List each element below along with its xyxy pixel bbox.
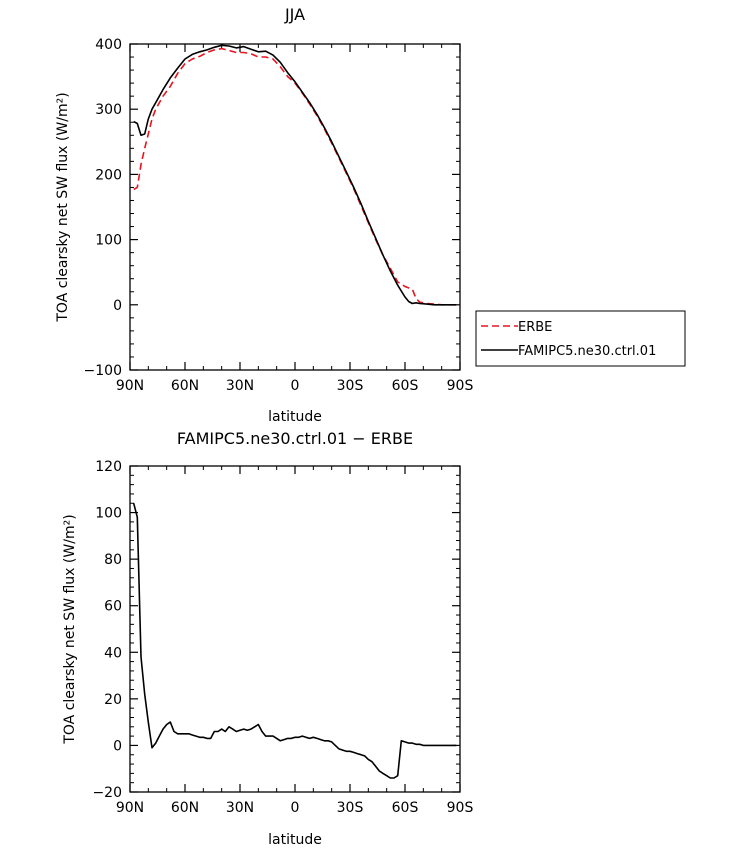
difference-panel: FAMIPC5.ne30.ctrl.01 − ERBE 90N 60N 30N 0 30… bbox=[62, 429, 473, 848]
x-tick-label: 30N bbox=[226, 378, 254, 394]
x-axis-title: latitude bbox=[268, 409, 322, 425]
chart-title: FAMIPC5.ne30.ctrl.01 − ERBE bbox=[177, 429, 413, 448]
x-tick-label: 0 bbox=[291, 378, 300, 394]
y-tick-label: −20 bbox=[92, 785, 122, 801]
chart-title: JJA bbox=[284, 5, 305, 24]
legend: ERBE FAMIPC5.ne30.ctrl.01 bbox=[475, 310, 686, 367]
y-tick-label: 0 bbox=[113, 298, 122, 314]
y-tick-label: 300 bbox=[95, 102, 122, 118]
y-tick-label: 200 bbox=[95, 167, 122, 183]
x-tick-label: 90S bbox=[447, 800, 474, 816]
y-tick-label: 80 bbox=[104, 552, 122, 568]
x-tick-label: 30N bbox=[226, 800, 254, 816]
y-tick-label: 20 bbox=[104, 692, 122, 708]
legend-box bbox=[475, 310, 686, 367]
x-tick-label: 30S bbox=[337, 800, 364, 816]
x-tick-label: 30S bbox=[337, 378, 364, 394]
y-tick-label: 120 bbox=[95, 459, 122, 475]
y-tick-label: 400 bbox=[95, 37, 122, 53]
x-axis-title: latitude bbox=[268, 832, 322, 848]
y-axis-title: TOA clearsky net SW flux (W/m²) bbox=[55, 92, 71, 322]
legend-label-erbe: ERBE bbox=[518, 320, 552, 335]
x-tick-label: 0 bbox=[291, 800, 300, 816]
x-tick-label: 60S bbox=[392, 800, 419, 816]
difference-series-line bbox=[132, 503, 457, 779]
y-axis-title: TOA clearsky net SW flux (W/m²) bbox=[62, 514, 78, 744]
x-tick-label: 60N bbox=[171, 800, 199, 816]
x-tick-label: 90N bbox=[116, 378, 144, 394]
y-tick-label: 100 bbox=[95, 506, 122, 522]
x-tick-label: 90N bbox=[116, 800, 144, 816]
legend-label-model: FAMIPC5.ne30.ctrl.01 bbox=[518, 344, 656, 359]
x-tick-label: 90S bbox=[447, 378, 474, 394]
flux-panel: JJA 90N 60N 30N 0 30S 60S 90S −100 0 100 200 300 400… bbox=[55, 5, 686, 425]
y-tick-label: 60 bbox=[104, 599, 122, 615]
y-tick-label: 40 bbox=[104, 645, 122, 661]
famipc5-ne30-ctrl-01-series-line bbox=[133, 44, 457, 306]
x-tick-label: 60S bbox=[392, 378, 419, 394]
erbe-series-line bbox=[133, 47, 457, 306]
y-tick-label: 0 bbox=[113, 738, 122, 754]
x-tick-label: 60N bbox=[171, 378, 199, 394]
y-tick-label: 100 bbox=[95, 233, 122, 249]
plot-frame bbox=[129, 43, 461, 371]
y-tick-label: −100 bbox=[84, 363, 122, 379]
